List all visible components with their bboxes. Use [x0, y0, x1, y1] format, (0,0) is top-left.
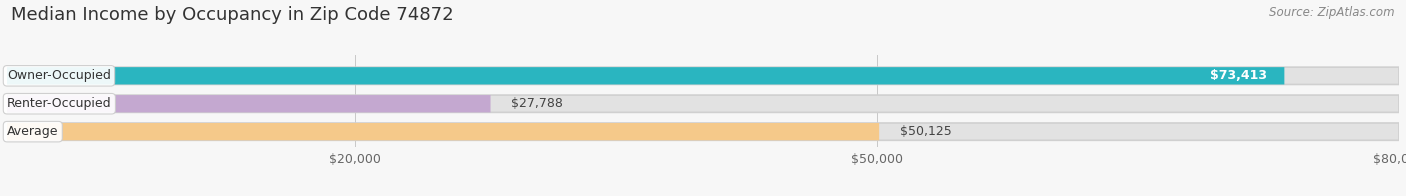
Text: Owner-Occupied: Owner-Occupied: [7, 69, 111, 82]
Text: Average: Average: [7, 125, 59, 138]
FancyBboxPatch shape: [7, 67, 1284, 84]
FancyBboxPatch shape: [7, 123, 879, 140]
FancyBboxPatch shape: [7, 95, 1399, 112]
Text: $73,413: $73,413: [1211, 69, 1267, 82]
Text: Renter-Occupied: Renter-Occupied: [7, 97, 111, 110]
Text: $50,125: $50,125: [900, 125, 952, 138]
FancyBboxPatch shape: [7, 95, 491, 112]
FancyBboxPatch shape: [7, 123, 1399, 140]
Text: $27,788: $27,788: [512, 97, 564, 110]
FancyBboxPatch shape: [7, 67, 1399, 84]
Text: Median Income by Occupancy in Zip Code 74872: Median Income by Occupancy in Zip Code 7…: [11, 6, 454, 24]
Text: Source: ZipAtlas.com: Source: ZipAtlas.com: [1270, 6, 1395, 19]
